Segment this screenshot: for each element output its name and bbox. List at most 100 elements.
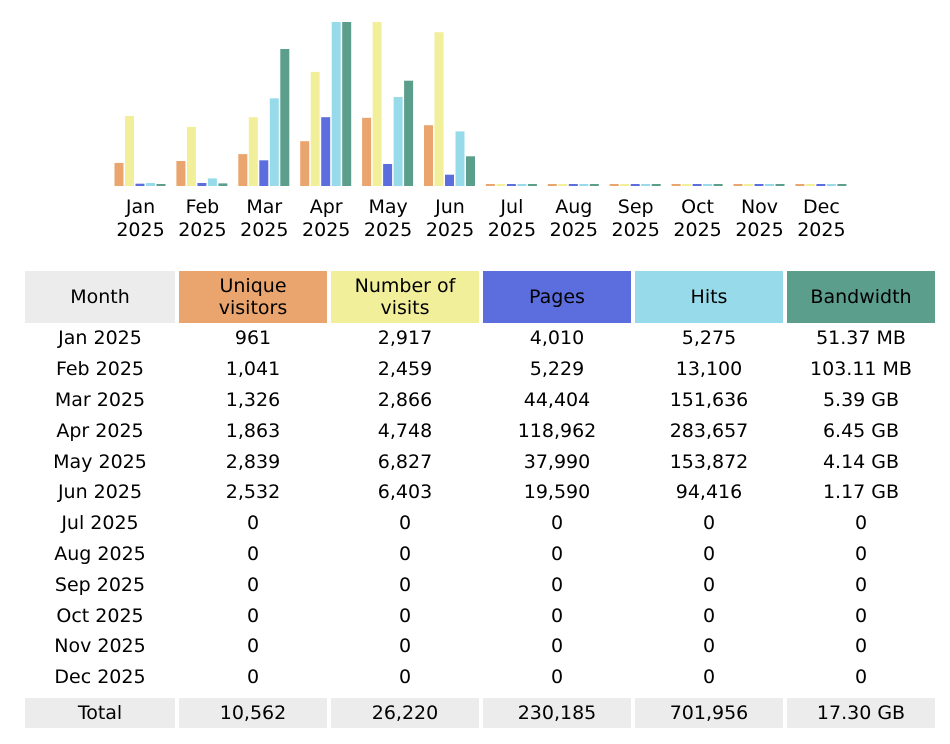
header-month: Month xyxy=(25,271,175,323)
cell-pages: 118,962 xyxy=(517,419,597,442)
year-tick-label: 2025 xyxy=(735,219,783,241)
cell-pages: 5,229 xyxy=(529,358,585,381)
month-tick-label: Nov xyxy=(741,196,778,218)
cell-unique-visitors: 2,532 xyxy=(225,481,281,504)
bar-pages xyxy=(383,164,393,186)
bar-number-of-visits xyxy=(248,117,258,186)
total-number-of-visits: 26,220 xyxy=(331,697,479,729)
month-tick-label: Oct xyxy=(681,196,714,218)
month-tick-label: Sep xyxy=(618,196,654,218)
table-row: Mar 2025 1,326 2,866 44,404 151,636 5.39 GB xyxy=(25,385,935,416)
bar-pages xyxy=(692,184,702,186)
header-hits: Hits xyxy=(635,271,783,323)
bar-number-of-visits xyxy=(434,32,444,187)
cell-month: Jun 2025 xyxy=(57,481,143,504)
cell-month: May 2025 xyxy=(53,450,147,473)
cell-unique-visitors: 1,326 xyxy=(225,388,281,411)
cell-number-of-visits: 2,917 xyxy=(377,327,433,350)
month-tick-label: Mar xyxy=(246,196,282,218)
cell-number-of-visits: 0 xyxy=(398,542,412,565)
cell-bandwidth: 5.39 GB xyxy=(822,388,900,411)
table-row: May 2025 2,839 6,827 37,990 153,872 4.14 GB xyxy=(25,446,935,477)
bar-hits xyxy=(269,98,279,186)
month-tick-label: Jan xyxy=(125,196,155,218)
bar-pages xyxy=(630,184,640,186)
header-bandwidth: Bandwidth xyxy=(787,271,935,323)
cell-number-of-visits: 0 xyxy=(398,573,412,596)
cell-unique-visitors: 0 xyxy=(246,635,260,658)
bar-bandwidth xyxy=(651,184,661,186)
table-row: Oct 2025 0 0 0 0 0 xyxy=(25,600,935,631)
year-tick-label: 2025 xyxy=(488,219,536,241)
cell-pages: 4,010 xyxy=(529,327,585,350)
bar-bandwidth xyxy=(837,184,847,186)
bar-number-of-visits xyxy=(125,115,134,186)
cell-bandwidth: 0 xyxy=(854,512,868,535)
month-tick-label: Dec xyxy=(803,196,840,218)
cell-hits: 0 xyxy=(702,635,716,658)
cell-month: Jan 2025 xyxy=(58,327,142,350)
cell-pages: 37,990 xyxy=(523,450,591,473)
cell-pages: 0 xyxy=(550,604,564,627)
cell-month: Sep 2025 xyxy=(54,573,146,596)
total-unique-visitors: 10,562 xyxy=(179,697,327,729)
cell-hits: 0 xyxy=(702,573,716,596)
cell-pages: 44,404 xyxy=(523,388,591,411)
table-row: Feb 2025 1,041 2,459 5,229 13,100 103.11 MB xyxy=(25,354,935,385)
bar-number-of-visits xyxy=(805,184,815,186)
month-tick-label: Jul xyxy=(499,196,523,218)
monthly-history-chart: Jan2025Feb2025Mar2025Apr2025May2025Jun20… xyxy=(114,22,847,241)
total-hits: 701,956 xyxy=(635,697,783,729)
bar-unique-visitors xyxy=(609,184,619,186)
cell-hits: 0 xyxy=(702,604,716,627)
month-tick-label: Apr xyxy=(310,196,343,218)
year-tick-label: 2025 xyxy=(240,219,288,241)
bar-pages xyxy=(816,184,826,186)
bar-pages xyxy=(135,183,145,186)
cell-number-of-visits: 0 xyxy=(398,604,412,627)
year-tick-label: 2025 xyxy=(612,219,660,241)
cell-number-of-visits: 2,459 xyxy=(377,358,433,381)
cell-unique-visitors: 0 xyxy=(246,604,260,627)
cell-unique-visitors: 0 xyxy=(246,512,260,535)
cell-unique-visitors: 961 xyxy=(234,327,272,350)
bar-bandwidth xyxy=(404,80,414,186)
bar-bandwidth xyxy=(156,184,166,186)
cell-bandwidth: 103.11 MB xyxy=(810,358,912,381)
table-row: Jan 2025 961 2,917 4,010 5,275 51.37 MB xyxy=(25,323,935,354)
year-tick-label: 2025 xyxy=(178,219,226,241)
cell-number-of-visits: 0 xyxy=(398,635,412,658)
cell-number-of-visits: 6,827 xyxy=(377,450,433,473)
table-header-row: Month Unique visitors Number of visits P… xyxy=(25,271,935,323)
bar-unique-visitors xyxy=(733,184,743,186)
bar-unique-visitors xyxy=(362,117,372,186)
bar-unique-visitors xyxy=(300,141,310,186)
bar-bandwidth xyxy=(527,184,537,186)
table-row: Aug 2025 0 0 0 0 0 xyxy=(25,539,935,570)
cell-number-of-visits: 6,403 xyxy=(377,481,433,504)
cell-hits: 94,416 xyxy=(675,481,743,504)
bar-hits xyxy=(579,184,589,186)
bar-bandwidth xyxy=(775,184,785,186)
cell-bandwidth: 51.37 MB xyxy=(816,327,906,350)
cell-pages: 0 xyxy=(550,666,564,689)
cell-number-of-visits: 0 xyxy=(398,666,412,689)
cell-unique-visitors: 2,839 xyxy=(225,450,281,473)
year-tick-label: 2025 xyxy=(302,219,350,241)
bar-pages xyxy=(321,117,331,186)
cell-month: Jul 2025 xyxy=(61,512,139,535)
bar-hits xyxy=(703,184,713,186)
bar-hits xyxy=(826,184,836,186)
bar-number-of-visits xyxy=(310,71,320,186)
year-tick-label: 2025 xyxy=(426,219,474,241)
cell-bandwidth: 0 xyxy=(854,666,868,689)
cell-unique-visitors: 0 xyxy=(246,666,260,689)
cell-month: Aug 2025 xyxy=(54,542,146,565)
header-pages: Pages xyxy=(483,271,631,323)
cell-bandwidth: 0 xyxy=(854,604,868,627)
cell-unique-visitors: 0 xyxy=(246,573,260,596)
bar-bandwidth xyxy=(342,22,352,186)
bar-bandwidth xyxy=(589,184,599,186)
bar-pages xyxy=(506,184,516,186)
bar-bandwidth xyxy=(218,183,228,186)
